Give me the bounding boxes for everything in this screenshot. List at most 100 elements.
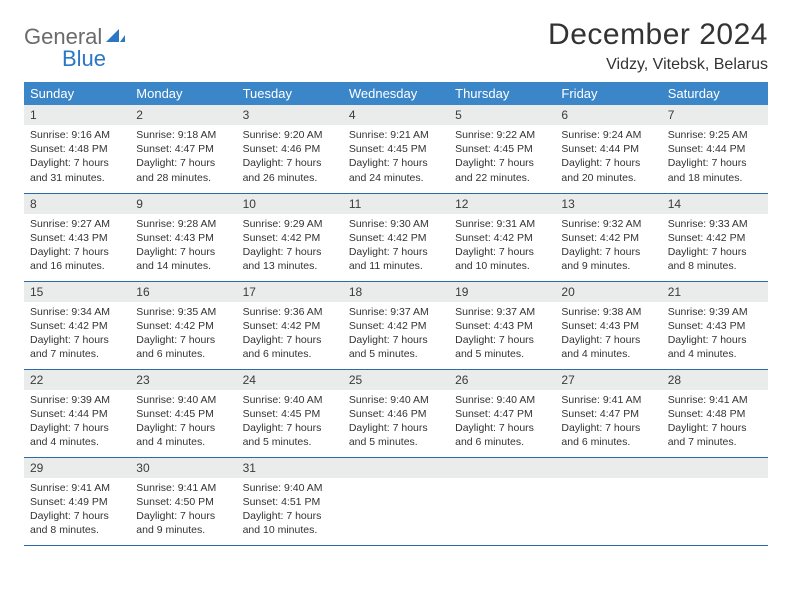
sunset-text: Sunset: 4:51 PM — [243, 495, 337, 509]
calendar-table: SundayMondayTuesdayWednesdayThursdayFrid… — [24, 82, 768, 546]
sunset-text: Sunset: 4:42 PM — [243, 231, 337, 245]
sunrise-text: Sunrise: 9:16 AM — [30, 128, 124, 142]
day-details: Sunrise: 9:41 AMSunset: 4:50 PMDaylight:… — [130, 478, 236, 544]
sunset-text: Sunset: 4:42 PM — [349, 319, 443, 333]
day-cell: 3Sunrise: 9:20 AMSunset: 4:46 PMDaylight… — [237, 105, 343, 193]
header-row: GeneralBlue December 2024 Vidzy, Vitebsk… — [24, 18, 768, 74]
day-number: 22 — [24, 370, 130, 390]
sunset-text: Sunset: 4:45 PM — [243, 407, 337, 421]
day-number: 23 — [130, 370, 236, 390]
sunrise-text: Sunrise: 9:18 AM — [136, 128, 230, 142]
daylight-text: Daylight: 7 hours and 4 minutes. — [561, 333, 655, 361]
day-details: Sunrise: 9:34 AMSunset: 4:42 PMDaylight:… — [24, 302, 130, 368]
day-number: 31 — [237, 458, 343, 478]
sunrise-text: Sunrise: 9:25 AM — [668, 128, 762, 142]
day-cell: 19Sunrise: 9:37 AMSunset: 4:43 PMDayligh… — [449, 281, 555, 369]
month-title: December 2024 — [548, 18, 768, 52]
location-text: Vidzy, Vitebsk, Belarus — [548, 56, 768, 74]
sunrise-text: Sunrise: 9:37 AM — [455, 305, 549, 319]
title-block: December 2024 Vidzy, Vitebsk, Belarus — [548, 18, 768, 74]
daylight-text: Daylight: 7 hours and 16 minutes. — [30, 245, 124, 273]
week-row: 8Sunrise: 9:27 AMSunset: 4:43 PMDaylight… — [24, 193, 768, 281]
daylight-text: Daylight: 7 hours and 22 minutes. — [455, 156, 549, 184]
day-cell: 7Sunrise: 9:25 AMSunset: 4:44 PMDaylight… — [662, 105, 768, 193]
day-cell: 4Sunrise: 9:21 AMSunset: 4:45 PMDaylight… — [343, 105, 449, 193]
daylight-text: Daylight: 7 hours and 5 minutes. — [455, 333, 549, 361]
sunset-text: Sunset: 4:42 PM — [243, 319, 337, 333]
daylight-text: Daylight: 7 hours and 6 minutes. — [243, 333, 337, 361]
week-row: 29Sunrise: 9:41 AMSunset: 4:49 PMDayligh… — [24, 457, 768, 545]
sunrise-text: Sunrise: 9:41 AM — [561, 393, 655, 407]
daylight-text: Daylight: 7 hours and 11 minutes. — [349, 245, 443, 273]
day-details: Sunrise: 9:41 AMSunset: 4:48 PMDaylight:… — [662, 390, 768, 456]
day-cell: 31Sunrise: 9:40 AMSunset: 4:51 PMDayligh… — [237, 457, 343, 545]
day-cell: 24Sunrise: 9:40 AMSunset: 4:45 PMDayligh… — [237, 369, 343, 457]
day-details: Sunrise: 9:41 AMSunset: 4:49 PMDaylight:… — [24, 478, 130, 544]
sunrise-text: Sunrise: 9:32 AM — [561, 217, 655, 231]
day-details: Sunrise: 9:20 AMSunset: 4:46 PMDaylight:… — [237, 125, 343, 191]
daylight-text: Daylight: 7 hours and 26 minutes. — [243, 156, 337, 184]
day-cell: 12Sunrise: 9:31 AMSunset: 4:42 PMDayligh… — [449, 193, 555, 281]
sunset-text: Sunset: 4:48 PM — [30, 142, 124, 156]
day-details: Sunrise: 9:31 AMSunset: 4:42 PMDaylight:… — [449, 214, 555, 280]
daylight-text: Daylight: 7 hours and 18 minutes. — [668, 156, 762, 184]
empty-day-bar — [449, 458, 555, 478]
day-details: Sunrise: 9:35 AMSunset: 4:42 PMDaylight:… — [130, 302, 236, 368]
empty-day-bar — [662, 458, 768, 478]
daylight-text: Daylight: 7 hours and 7 minutes. — [668, 421, 762, 449]
day-number: 2 — [130, 105, 236, 125]
day-number: 16 — [130, 282, 236, 302]
daylight-text: Daylight: 7 hours and 5 minutes. — [243, 421, 337, 449]
daylight-text: Daylight: 7 hours and 4 minutes. — [136, 421, 230, 449]
logo-text-blue: Blue — [62, 46, 128, 72]
week-row: 22Sunrise: 9:39 AMSunset: 4:44 PMDayligh… — [24, 369, 768, 457]
day-cell: 27Sunrise: 9:41 AMSunset: 4:47 PMDayligh… — [555, 369, 661, 457]
sunset-text: Sunset: 4:47 PM — [561, 407, 655, 421]
day-number: 9 — [130, 194, 236, 214]
day-number: 28 — [662, 370, 768, 390]
day-cell: 17Sunrise: 9:36 AMSunset: 4:42 PMDayligh… — [237, 281, 343, 369]
day-details: Sunrise: 9:18 AMSunset: 4:47 PMDaylight:… — [130, 125, 236, 191]
sunrise-text: Sunrise: 9:31 AM — [455, 217, 549, 231]
day-cell: 9Sunrise: 9:28 AMSunset: 4:43 PMDaylight… — [130, 193, 236, 281]
sunset-text: Sunset: 4:46 PM — [349, 407, 443, 421]
day-cell: 21Sunrise: 9:39 AMSunset: 4:43 PMDayligh… — [662, 281, 768, 369]
day-number: 11 — [343, 194, 449, 214]
day-cell: 28Sunrise: 9:41 AMSunset: 4:48 PMDayligh… — [662, 369, 768, 457]
daylight-text: Daylight: 7 hours and 6 minutes. — [561, 421, 655, 449]
day-number: 14 — [662, 194, 768, 214]
sunset-text: Sunset: 4:42 PM — [455, 231, 549, 245]
day-cell: 13Sunrise: 9:32 AMSunset: 4:42 PMDayligh… — [555, 193, 661, 281]
day-cell — [555, 457, 661, 545]
sunrise-text: Sunrise: 9:24 AM — [561, 128, 655, 142]
day-details: Sunrise: 9:32 AMSunset: 4:42 PMDaylight:… — [555, 214, 661, 280]
day-number: 29 — [24, 458, 130, 478]
day-number: 7 — [662, 105, 768, 125]
sunset-text: Sunset: 4:45 PM — [455, 142, 549, 156]
daylight-text: Daylight: 7 hours and 5 minutes. — [349, 421, 443, 449]
daylight-text: Daylight: 7 hours and 4 minutes. — [668, 333, 762, 361]
sunrise-text: Sunrise: 9:40 AM — [243, 393, 337, 407]
day-details: Sunrise: 9:16 AMSunset: 4:48 PMDaylight:… — [24, 125, 130, 191]
day-number: 30 — [130, 458, 236, 478]
sunset-text: Sunset: 4:42 PM — [561, 231, 655, 245]
sunset-text: Sunset: 4:43 PM — [668, 319, 762, 333]
day-header-thursday: Thursday — [449, 82, 555, 105]
sunset-text: Sunset: 4:44 PM — [561, 142, 655, 156]
day-number: 19 — [449, 282, 555, 302]
sunrise-text: Sunrise: 9:36 AM — [243, 305, 337, 319]
calendar-page: GeneralBlue December 2024 Vidzy, Vitebsk… — [0, 0, 792, 564]
sunrise-text: Sunrise: 9:40 AM — [243, 481, 337, 495]
daylight-text: Daylight: 7 hours and 10 minutes. — [243, 509, 337, 537]
day-details: Sunrise: 9:40 AMSunset: 4:51 PMDaylight:… — [237, 478, 343, 544]
sunset-text: Sunset: 4:45 PM — [136, 407, 230, 421]
day-number: 20 — [555, 282, 661, 302]
day-number: 1 — [24, 105, 130, 125]
day-details: Sunrise: 9:37 AMSunset: 4:43 PMDaylight:… — [449, 302, 555, 368]
week-row: 15Sunrise: 9:34 AMSunset: 4:42 PMDayligh… — [24, 281, 768, 369]
day-number: 13 — [555, 194, 661, 214]
day-details: Sunrise: 9:24 AMSunset: 4:44 PMDaylight:… — [555, 125, 661, 191]
day-cell — [343, 457, 449, 545]
day-cell: 8Sunrise: 9:27 AMSunset: 4:43 PMDaylight… — [24, 193, 130, 281]
sunrise-text: Sunrise: 9:41 AM — [136, 481, 230, 495]
